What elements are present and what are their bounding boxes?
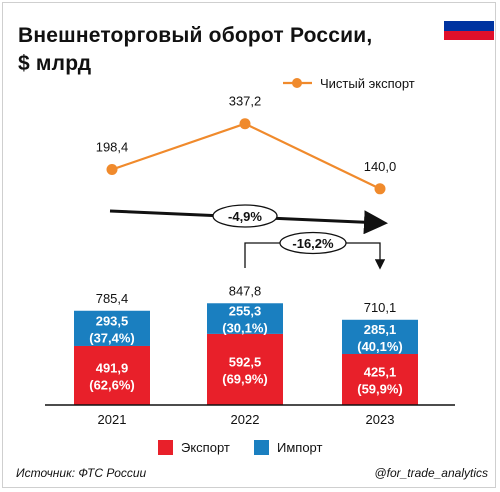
x-tick-label: 2022: [231, 412, 260, 427]
flag-stripe-white: [444, 12, 494, 22]
source-note: Источник: ФТС России: [16, 466, 147, 480]
net-export-point: [239, 118, 251, 130]
flag-stripe-red: [444, 30, 494, 40]
total-label: 847,8: [229, 283, 262, 298]
change-badge: [212, 204, 278, 228]
net-export-value-label: 337,2: [229, 94, 262, 109]
legend-net-export-marker: [292, 78, 302, 88]
russia-flag-icon: [444, 12, 494, 40]
legend-import-label: Импорт: [277, 440, 322, 455]
change-label-2022-2023: -16,2%: [292, 236, 334, 251]
import-bar: [207, 303, 283, 334]
net-export-line: [111, 122, 381, 190]
chart-frame: [2, 2, 496, 488]
export-share-label: (59,9%): [357, 381, 403, 396]
legend-import-swatch: [254, 440, 269, 455]
net-export-value-label: 140,0: [364, 159, 397, 174]
import-share-label: (30,1%): [222, 321, 268, 336]
import-share-label: (40,1%): [357, 339, 403, 354]
export-value-label: 592,5: [229, 354, 262, 369]
title-line-1: Внешнеторговый оборот России,: [18, 24, 373, 47]
export-bar: [207, 333, 283, 405]
change-badge: [279, 231, 347, 255]
export-bar: [342, 353, 418, 405]
net-export-point: [106, 164, 118, 176]
export-share-label: (62,6%): [89, 377, 135, 392]
legend-export-label: Экспорт: [181, 440, 230, 455]
legend-net-export-label: Чистый экспорт: [320, 76, 415, 91]
total-label: 710,1: [364, 300, 397, 315]
total-label: 785,4: [96, 291, 129, 306]
export-share-label: (69,9%): [222, 371, 268, 386]
import-bar: [342, 319, 418, 354]
title-line-2: $ млрд: [18, 52, 92, 75]
export-value-label: 491,9: [96, 360, 129, 375]
author-handle: @for_trade_analytics: [374, 466, 488, 480]
chart-title: Внешнеторговый оборот России, $ млрд: [18, 22, 372, 78]
import-value-label: 293,5: [96, 313, 129, 328]
import-value-label: 255,3: [229, 304, 262, 319]
net-export-point: [374, 183, 386, 195]
export-bar: [74, 345, 150, 405]
x-tick-label: 2021: [98, 412, 127, 427]
export-value-label: 425,1: [364, 364, 397, 379]
import-share-label: (37,4%): [89, 330, 135, 345]
flag-stripe-blue: [444, 21, 494, 31]
net-export-value-label: 198,4: [96, 140, 129, 155]
legend-export-swatch: [158, 440, 173, 455]
import-value-label: 285,1: [364, 322, 397, 337]
change-label-2021-2023: -4,9%: [228, 209, 262, 224]
import-bar: [74, 310, 150, 346]
x-tick-label: 2023: [366, 412, 395, 427]
